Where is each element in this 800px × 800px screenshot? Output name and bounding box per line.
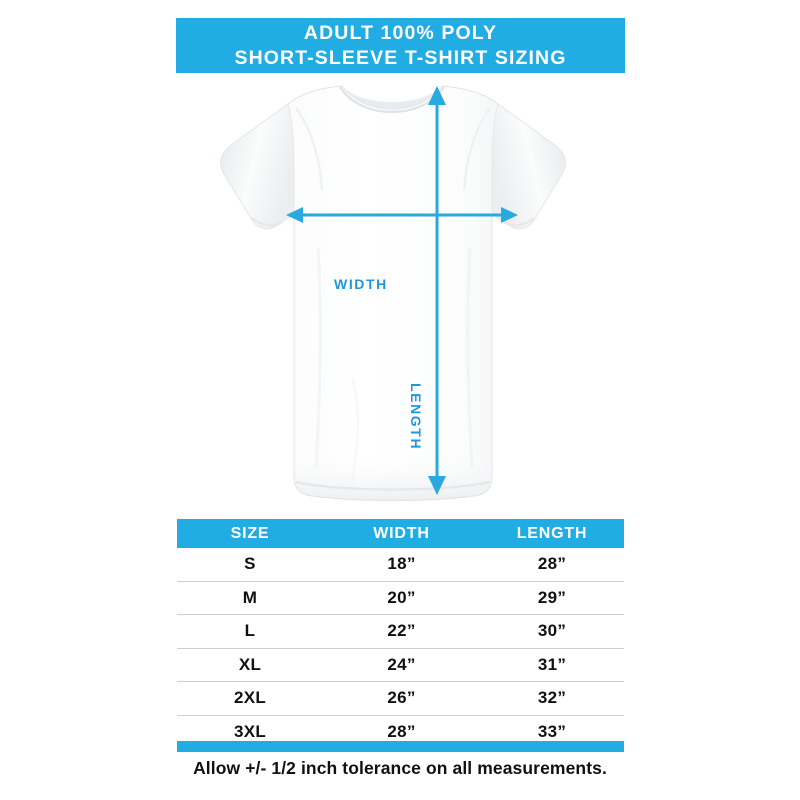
table-row: M 20” 29” (177, 582, 624, 615)
cell-width: 20” (387, 587, 416, 607)
table-row: 3XL 28” 33” (177, 716, 624, 750)
cell-length: 33” (537, 722, 567, 742)
column-header-width: WIDTH (373, 524, 430, 542)
tshirt-illustration (220, 85, 566, 501)
cell-length: 32” (537, 688, 567, 708)
table-row: S 18” 28” (177, 548, 624, 582)
header-title-line2: SHORT-SLEEVE T-SHIRT SIZING (234, 46, 567, 69)
length-arrow (428, 86, 446, 495)
cell-width: 18” (387, 554, 416, 574)
table-row: 2XL 26” 32” (177, 682, 624, 716)
cell-size: XL (238, 654, 262, 674)
cell-size: 2XL (233, 688, 267, 708)
cell-width: 22” (387, 621, 416, 641)
column-header-length: LENGTH (516, 524, 588, 542)
size-table: SIZE WIDTH LENGTH S 18” 28” M 20” 29” L … (177, 519, 624, 749)
cell-width: 28” (387, 722, 416, 742)
cell-width: 26” (387, 688, 416, 708)
cell-length: 29” (537, 587, 567, 607)
table-header-row: SIZE WIDTH LENGTH (177, 519, 624, 548)
length-label: LENGTH (408, 383, 424, 451)
table-bottom-bar (177, 741, 624, 752)
cell-size: S (244, 554, 256, 574)
cell-length: 28” (537, 554, 567, 574)
header-title-line1: ADULT 100% POLY (303, 21, 498, 44)
width-arrow (286, 207, 518, 223)
column-header-size: SIZE (230, 524, 270, 542)
shirt-diagram: WIDTH LENGTH (0, 78, 800, 508)
cell-length: 30” (537, 621, 567, 641)
table-row: XL 24” 31” (177, 649, 624, 682)
cell-size: M (242, 587, 258, 607)
width-label: WIDTH (334, 276, 388, 292)
cell-length: 31” (537, 654, 567, 674)
cell-width: 24” (387, 654, 416, 674)
header-banner: ADULT 100% POLY SHORT-SLEEVE T-SHIRT SIZ… (176, 18, 625, 73)
table-row: L 22” 30” (177, 615, 624, 649)
cell-size: L (244, 621, 256, 641)
tolerance-note: Allow +/- 1/2 inch tolerance on all meas… (193, 758, 607, 778)
cell-size: 3XL (233, 722, 267, 742)
shirt-body (220, 85, 566, 501)
